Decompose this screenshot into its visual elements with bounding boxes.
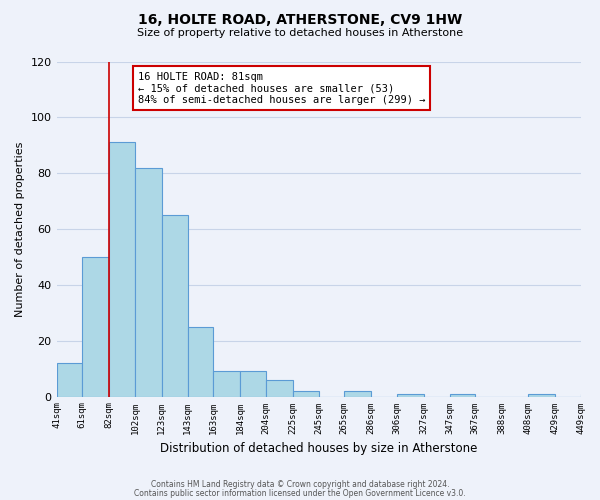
Bar (162, 215, 188, 396)
Text: 16, HOLTE ROAD, ATHERSTONE, CV9 1HW: 16, HOLTE ROAD, ATHERSTONE, CV9 1HW (138, 12, 462, 26)
Bar (56, 363, 82, 396)
Text: 16 HOLTE ROAD: 81sqm
← 15% of detached houses are smaller (53)
84% of semi-detac: 16 HOLTE ROAD: 81sqm ← 15% of detached h… (138, 72, 425, 105)
Bar (293, 391, 319, 396)
Bar (397, 394, 424, 396)
Bar (213, 372, 240, 396)
Bar (581, 394, 600, 396)
Bar (188, 327, 213, 396)
Bar (82, 257, 109, 396)
X-axis label: Distribution of detached houses by size in Atherstone: Distribution of detached houses by size … (160, 442, 477, 455)
Text: Size of property relative to detached houses in Atherstone: Size of property relative to detached ho… (137, 28, 463, 38)
Bar (109, 142, 135, 396)
Bar (344, 391, 371, 396)
Bar (135, 168, 162, 396)
Bar (449, 394, 475, 396)
Bar (240, 372, 266, 396)
Y-axis label: Number of detached properties: Number of detached properties (15, 142, 25, 316)
Text: Contains public sector information licensed under the Open Government Licence v3: Contains public sector information licen… (134, 488, 466, 498)
Text: Contains HM Land Registry data © Crown copyright and database right 2024.: Contains HM Land Registry data © Crown c… (151, 480, 449, 489)
Bar (266, 380, 293, 396)
Bar (528, 394, 555, 396)
